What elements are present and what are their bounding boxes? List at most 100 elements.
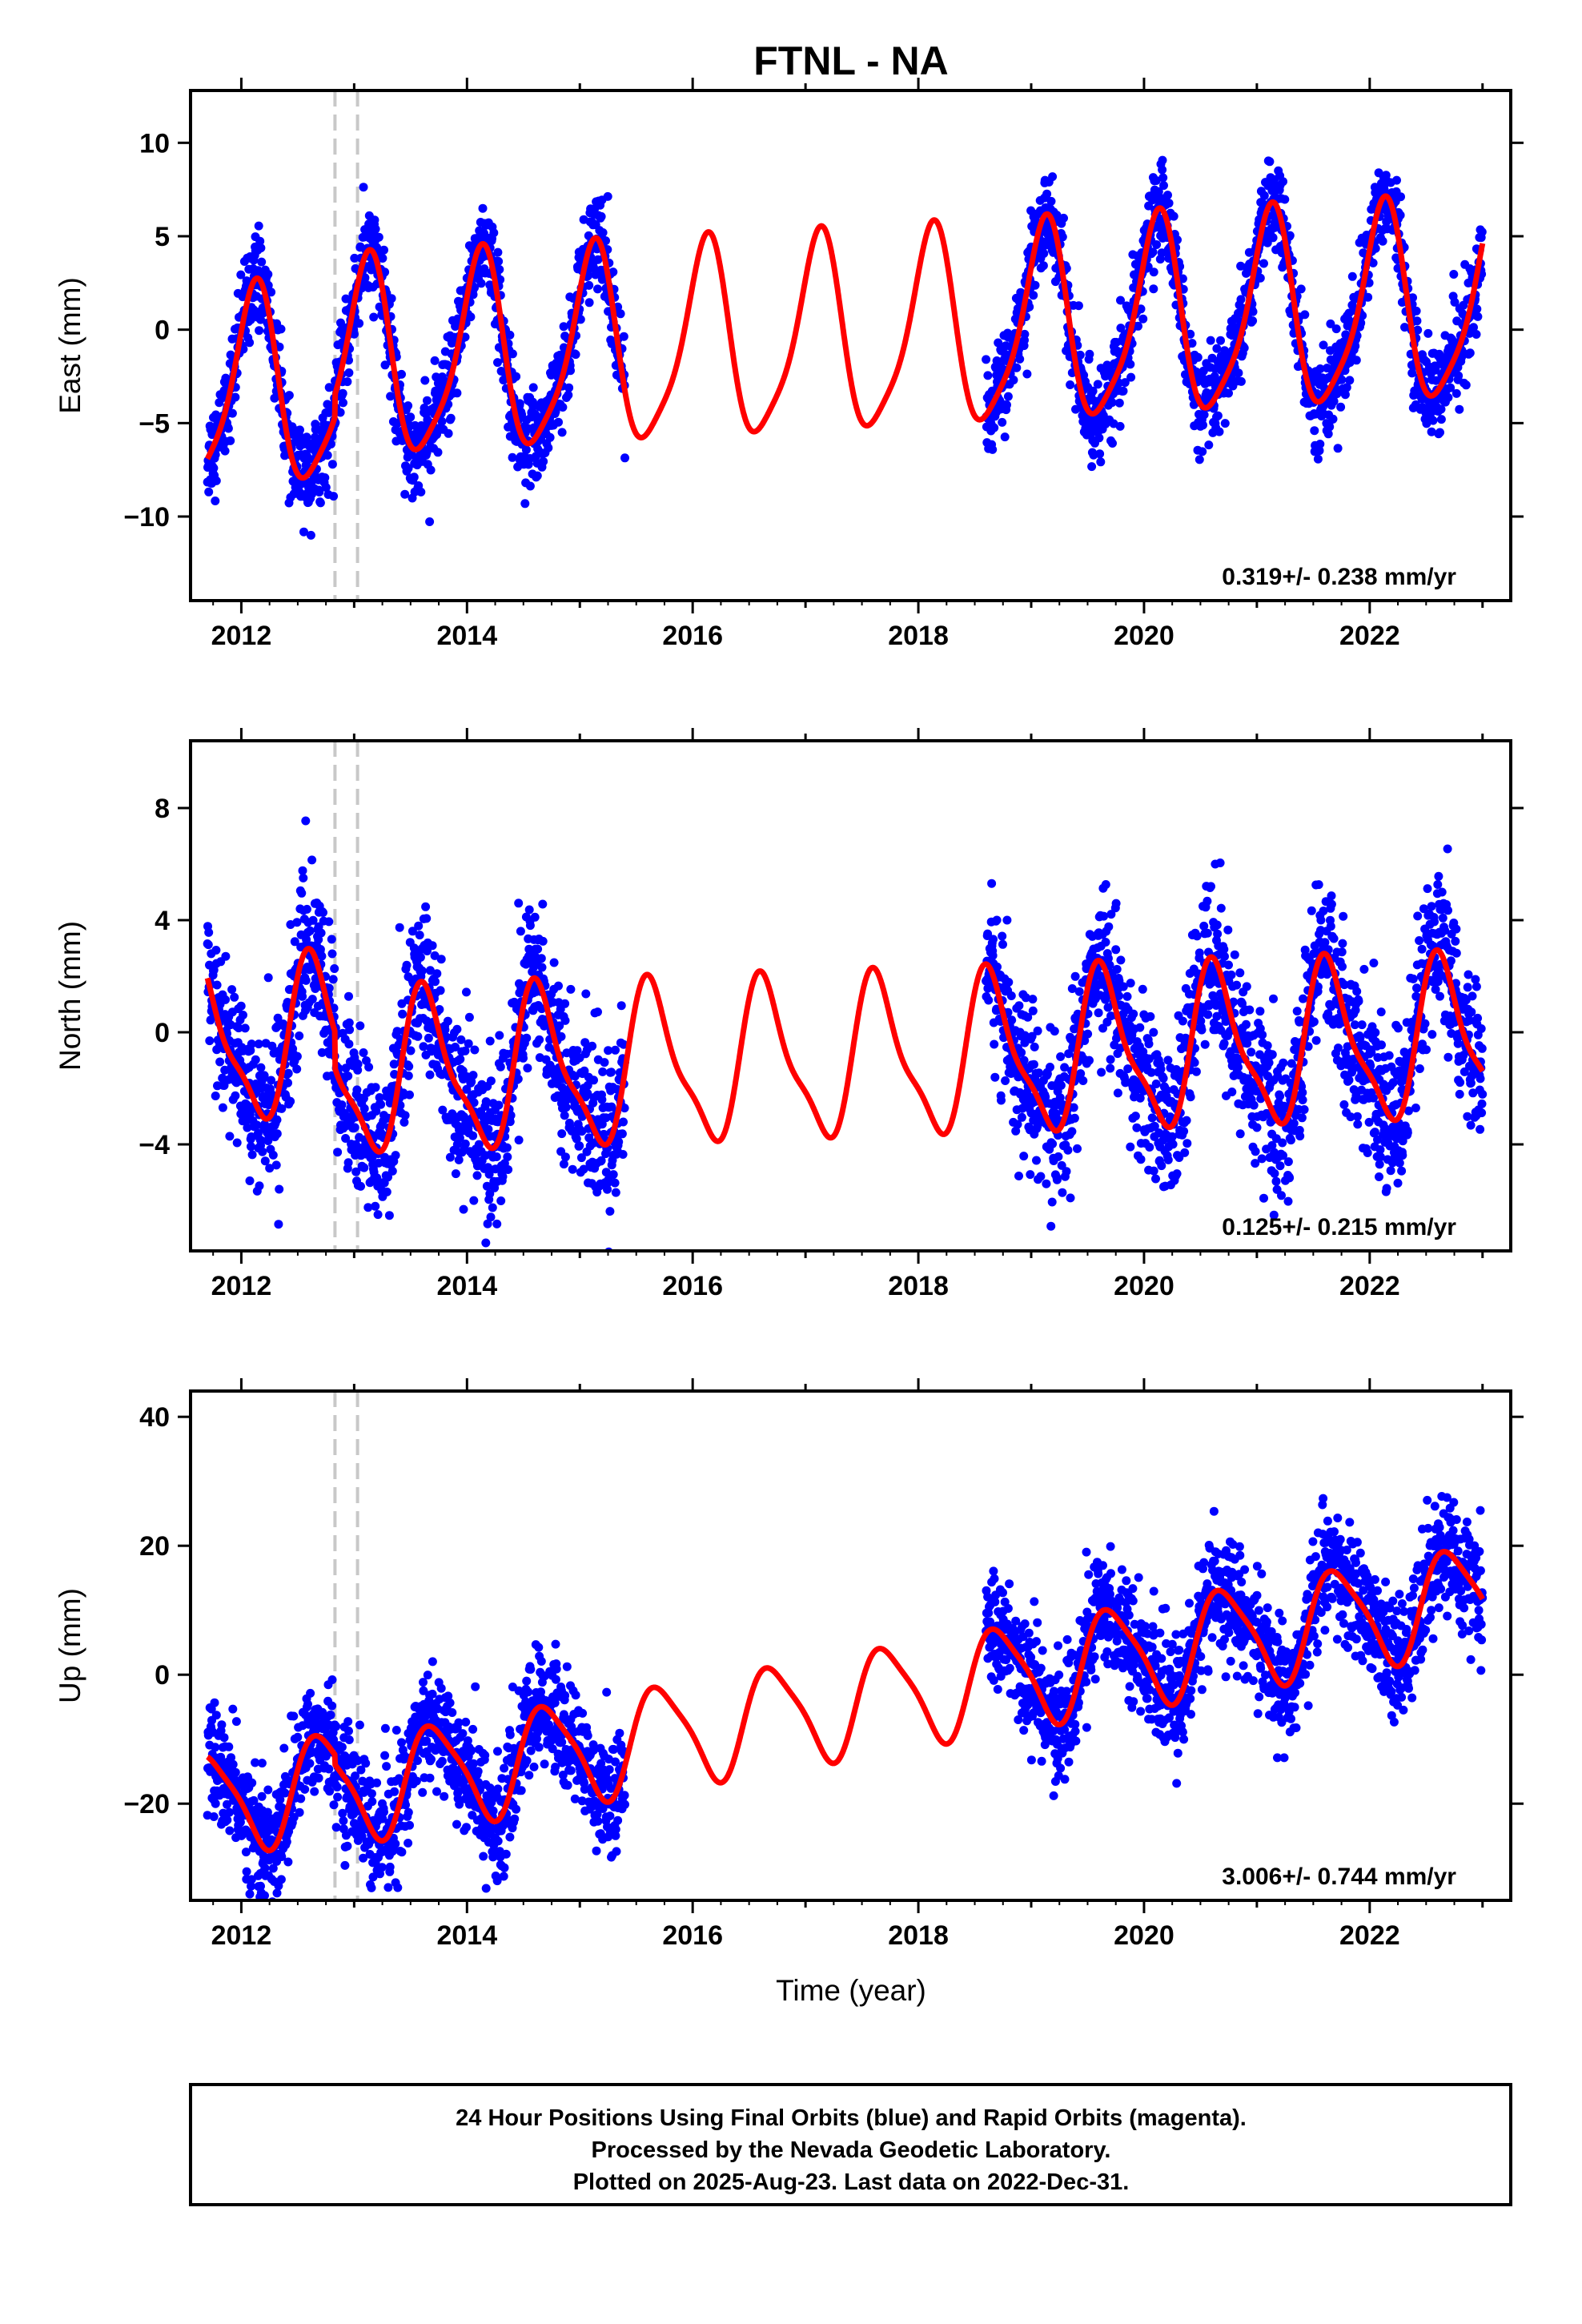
data-point (1195, 948, 1204, 958)
data-point (1129, 1009, 1138, 1019)
data-point (212, 980, 222, 990)
data-point (1265, 157, 1275, 167)
data-point (255, 1181, 264, 1191)
data-point (433, 448, 443, 457)
data-point (211, 1092, 220, 1100)
data-point (221, 995, 230, 1004)
data-point (1436, 415, 1446, 424)
data-point (1227, 1088, 1237, 1096)
data-point (1002, 400, 1011, 410)
data-point (492, 1152, 501, 1161)
data-point (424, 1033, 433, 1043)
data-point (544, 443, 553, 452)
data-point (514, 1136, 524, 1145)
model-curve (205, 193, 1486, 481)
data-point (1193, 352, 1203, 362)
data-point (387, 1166, 397, 1176)
data-point (1104, 922, 1114, 931)
data-point (1461, 380, 1471, 390)
data-point (1067, 1127, 1077, 1136)
data-point (398, 1009, 408, 1019)
data-point (223, 424, 233, 433)
data-point (344, 368, 354, 377)
data-point (616, 309, 625, 319)
data-point (531, 409, 540, 419)
data-point (255, 326, 264, 336)
data-point (247, 1150, 257, 1160)
data-point (350, 1123, 359, 1132)
data-point (516, 927, 525, 936)
data-point (1190, 1058, 1199, 1068)
data-point (1212, 344, 1222, 353)
data-point (538, 899, 548, 909)
data-point (406, 1046, 416, 1055)
data-point (391, 1151, 400, 1160)
data-point (245, 1176, 255, 1185)
data-point (275, 1184, 284, 1194)
data-point (460, 1139, 470, 1148)
data-point (1279, 177, 1287, 187)
data-point (428, 941, 437, 951)
data-point (1239, 344, 1249, 352)
data-point (469, 1196, 479, 1205)
data-point (1220, 951, 1229, 961)
data-point (1400, 323, 1409, 332)
data-point (1116, 324, 1126, 333)
data-point (485, 1036, 495, 1046)
data-point (432, 969, 442, 979)
data-point (1030, 1042, 1039, 1051)
figure-title: FTNL - NA (753, 38, 948, 83)
data-point (495, 1031, 504, 1040)
y-tick-label: −10 (123, 502, 170, 533)
data-point (1477, 227, 1487, 237)
data-point (515, 399, 524, 408)
data-point (307, 855, 317, 865)
data-point (1431, 365, 1440, 375)
data-point (1315, 364, 1325, 373)
data-point (608, 267, 618, 277)
data-point (272, 1129, 282, 1139)
data-point (992, 915, 1002, 925)
data-point (1178, 274, 1187, 283)
data-point (1315, 440, 1325, 448)
data-point (359, 1104, 369, 1113)
data-point (1118, 386, 1128, 396)
data-point (306, 530, 315, 540)
data-point (1058, 232, 1067, 242)
data-point (1259, 259, 1268, 268)
data-point (295, 1031, 304, 1040)
data-point (470, 1045, 480, 1055)
data-point (272, 1115, 282, 1124)
data-point (545, 432, 555, 442)
data-point (504, 1165, 513, 1174)
data-point (1112, 964, 1122, 974)
data-point (1036, 1172, 1046, 1181)
data-point (460, 332, 470, 342)
data-point (597, 1095, 607, 1104)
data-point (239, 1011, 247, 1019)
data-point (1378, 236, 1387, 246)
data-point (218, 1103, 227, 1112)
data-point (1285, 231, 1295, 240)
data-point (1182, 1139, 1192, 1148)
data-point (1203, 1010, 1213, 1019)
data-point (1042, 189, 1052, 199)
data-point (419, 1042, 428, 1051)
data-point (1329, 396, 1339, 406)
data-point (1234, 368, 1243, 378)
data-point (1148, 247, 1158, 257)
data-point (990, 1039, 999, 1049)
data-point (535, 1035, 544, 1044)
data-point (486, 1212, 496, 1222)
data-point (1220, 419, 1230, 428)
data-point (226, 436, 235, 445)
data-point (292, 1064, 302, 1074)
data-point (1195, 455, 1204, 464)
data-point (320, 473, 330, 482)
data-point (1029, 291, 1038, 300)
data-point (1296, 284, 1306, 294)
data-point (338, 388, 347, 398)
data-point (1097, 1068, 1106, 1077)
data-point (421, 902, 431, 911)
data-point (1032, 1156, 1041, 1165)
